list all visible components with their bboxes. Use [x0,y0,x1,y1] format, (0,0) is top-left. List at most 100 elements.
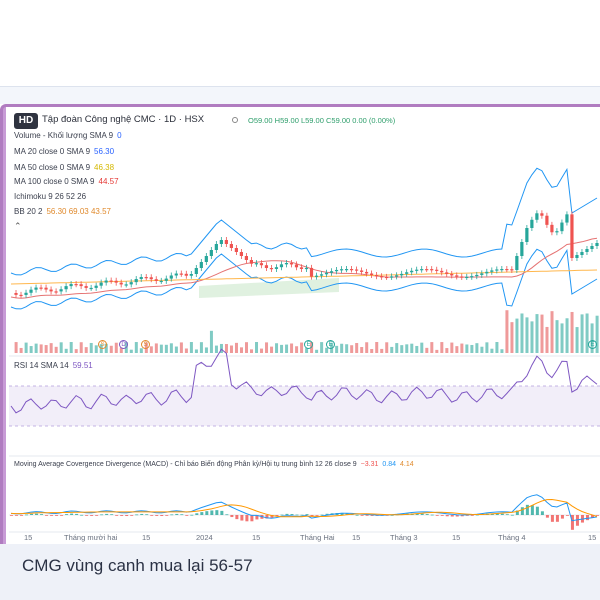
candle-body [144,277,148,279]
volume-bar [184,348,188,353]
volume-bar [34,343,38,353]
volume-bar [300,342,304,353]
candle-body [44,287,48,290]
indicator-legend-ma50[interactable]: MA 50 close 0 SMA 9 46.38 [14,163,114,172]
x-tick-label: 15 [588,533,597,542]
macd-histogram-bar [140,513,144,515]
volume-bar [139,348,143,353]
candle-body [24,292,28,295]
candle-body [359,270,364,272]
candle-body [410,270,414,273]
macd-histogram-bar [130,515,134,516]
macd-histogram-bar [300,514,304,516]
candle-body [259,263,264,266]
volume-bar [540,314,544,353]
dividend-marker[interactable]: S [98,340,107,349]
macd-signal-line [10,498,598,518]
volume-bar [204,347,208,353]
chart-canvas[interactable] [9,108,600,544]
volume-bar [365,342,369,353]
volume-bar [560,323,564,353]
volume-bar [595,315,599,353]
candle-body [154,279,158,281]
volume-bar [430,342,434,353]
candle-body [445,272,449,274]
macd-legend[interactable]: Moving Average Covergence Divergence (MA… [14,461,414,468]
dividend-marker[interactable]: S [141,340,150,349]
macd-histogram-bar [355,514,359,516]
indicator-legend-ma20[interactable]: MA 20 close 0 SMA 9 56.30 [14,147,114,156]
candle-body [74,284,78,286]
candle-body [505,269,509,271]
volume-bar [340,343,344,353]
macd-histogram-bar [65,514,69,515]
volume-bar [390,346,394,353]
candle-body [395,275,399,277]
candle-body [375,275,379,277]
volume-bar [14,342,18,353]
volume-bar [355,343,359,353]
volume-bar [149,346,153,353]
indicator-label: MA 20 close 0 SMA 9 [14,147,91,156]
volume-bar [89,342,93,353]
dividend-marker[interactable]: D [119,340,128,349]
volume-bar [350,345,354,353]
candle-body [64,286,68,290]
collapse-legend-icon[interactable]: ⌃ [14,221,22,231]
candle-body [365,271,369,274]
macd-histogram-bar [165,515,169,516]
indicator-legend-bb[interactable]: BB 20 2 56.30 69.03 43.57 [14,207,111,216]
candle-body [550,224,554,233]
macd-histogram-bar [200,512,204,515]
macd-histogram-bar [440,515,444,516]
macd-histogram-bar [100,514,104,516]
candle-body [490,270,494,272]
macd-histogram-bar [95,515,99,516]
x-tick-label: Tháng 4 [498,533,526,542]
candle-body [69,284,73,287]
volume-bar [179,342,183,353]
volume-bar [285,344,289,353]
earnings-marker[interactable]: E [304,340,313,349]
earnings-marker[interactable]: E [326,340,335,349]
macd-histogram-bar [30,513,34,515]
candle-body [19,294,23,297]
volume-bar [134,342,138,353]
candle-body [209,250,213,256]
candle-body [124,284,128,286]
volume-bar [360,347,364,353]
indicator-legend-ichimoku[interactable]: Ichimoku 9 26 52 26 [14,192,86,201]
x-tick-label: 2024 [196,533,213,542]
indicator-legend-ma100[interactable]: MA 100 close 0 SMA 9 44.57 [14,177,119,186]
volume-bar [525,317,529,353]
candle-body [349,269,354,271]
candle-body [400,273,404,276]
earnings-marker[interactable]: E [588,340,597,349]
volume-bar [515,318,519,353]
volume-bar [29,346,33,353]
candle-body [289,263,294,265]
candle-body [555,231,559,233]
macd-histogram-bar [70,513,74,515]
candle-body [304,267,309,270]
volume-bar [49,343,53,353]
candle-body [470,276,474,278]
candle-body [79,284,83,287]
volume-bar [575,327,579,353]
macd-histogram-bar [235,515,239,520]
volume-bar [370,349,374,353]
candle-body [585,249,589,252]
rsi-legend[interactable]: RSI 14 SMA 14 59.51 [14,361,93,370]
volume-bar [405,344,409,353]
volume-bar [234,342,238,353]
candle-body [390,276,394,278]
macd-label: Moving Average Covergence Divergence (MA… [14,461,357,468]
candle-body [420,269,424,271]
volume-bar [239,347,243,353]
stock-chart[interactable] [9,108,600,544]
indicator-value: 56.30 69.03 43.57 [46,207,111,216]
volume-bar [24,342,28,353]
macd-histogram-bar [535,506,539,515]
volume-bar [445,348,449,353]
